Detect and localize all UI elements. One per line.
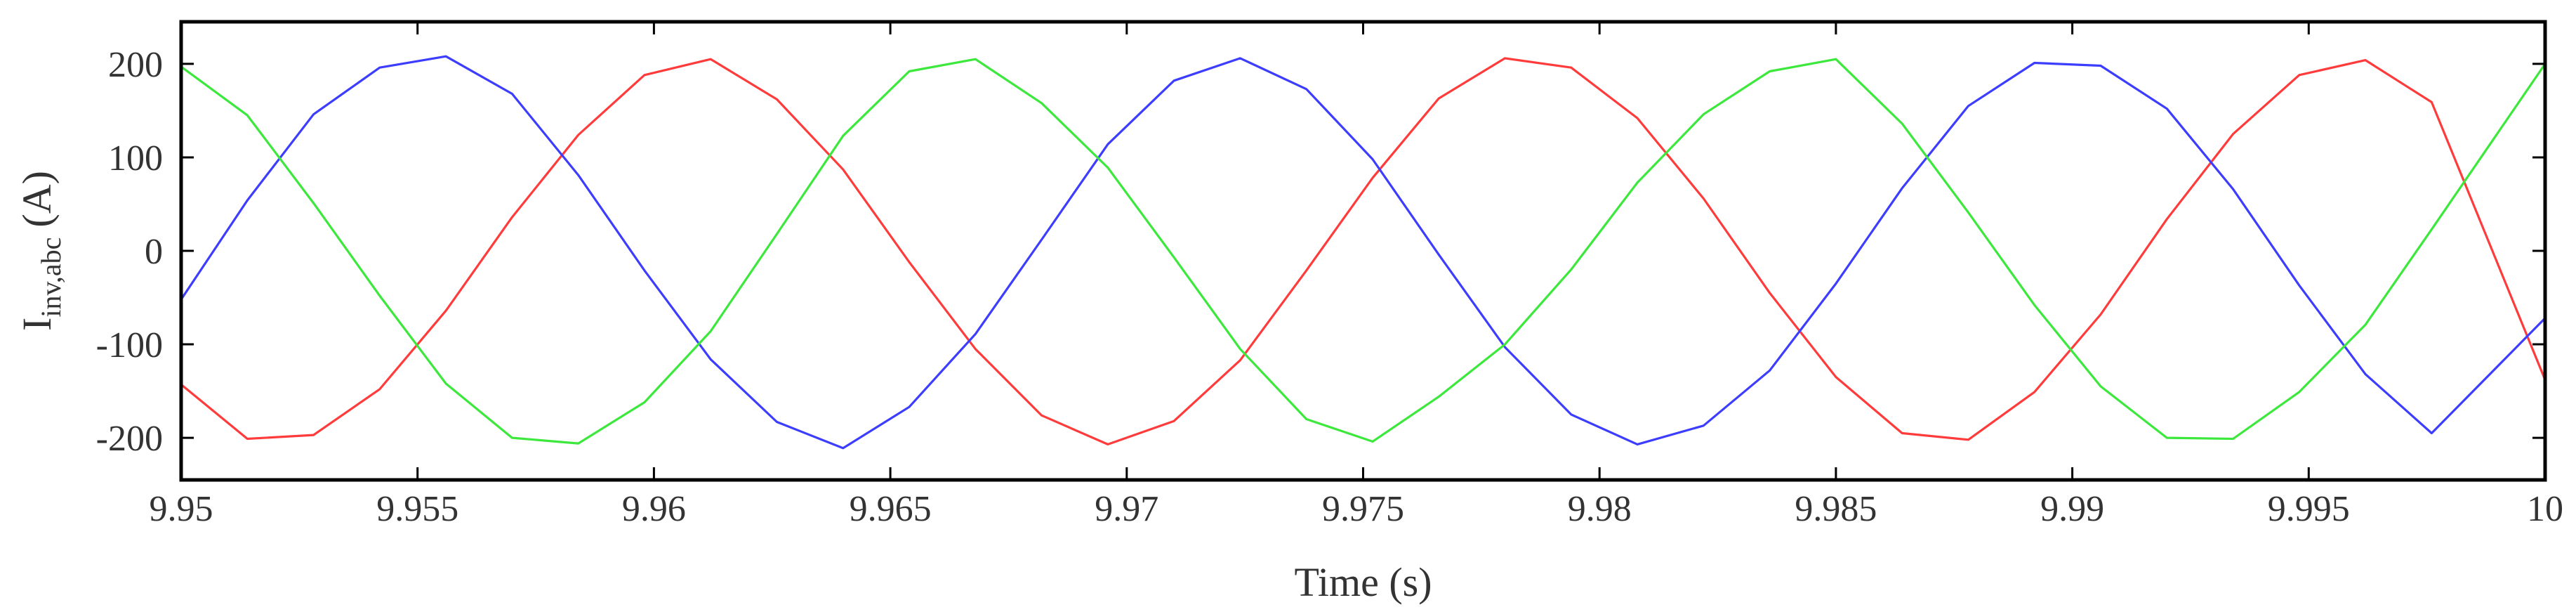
- series-line-3: [181, 59, 2545, 443]
- x-tick-label: 9.96: [622, 489, 686, 529]
- y-tick-label: -100: [96, 325, 163, 365]
- x-tick-label: 9.965: [850, 489, 932, 529]
- y-axis-title: Iinv,abc (A): [14, 171, 67, 331]
- y-tick-label: 0: [145, 232, 163, 272]
- x-tick-label: 9.99: [2040, 489, 2104, 529]
- y-tick-label: 200: [108, 45, 163, 85]
- x-tick-label: 10: [2527, 489, 2563, 529]
- y-axis-title-unit: (A): [14, 171, 60, 228]
- x-tick-label: 9.975: [1322, 489, 1404, 529]
- x-tick-label: 9.97: [1095, 489, 1158, 529]
- y-axis-title-subscript: inv,abc: [35, 237, 67, 318]
- x-tick-label: 9.95: [150, 489, 213, 529]
- y-axis-title-main: I: [14, 318, 60, 331]
- x-tick-label: 9.995: [2268, 489, 2350, 529]
- series-layer: [181, 56, 2545, 448]
- x-axis-title: Time (s): [1294, 559, 1432, 605]
- y-tick-label: -200: [96, 419, 163, 459]
- x-tick-label: 9.985: [1795, 489, 1877, 529]
- y-tick-label: 100: [108, 138, 163, 178]
- x-tick-label: 9.98: [1568, 489, 1632, 529]
- x-tick-label: 9.955: [376, 489, 458, 529]
- tick-layer: 9.95 9.955 9.96 9.965 9.97 9.975 9.98 9.985 9.99…: [96, 22, 2563, 529]
- series-line-1: [181, 58, 2545, 445]
- series-line-2: [181, 56, 2545, 448]
- plot-area-frame: [181, 22, 2545, 480]
